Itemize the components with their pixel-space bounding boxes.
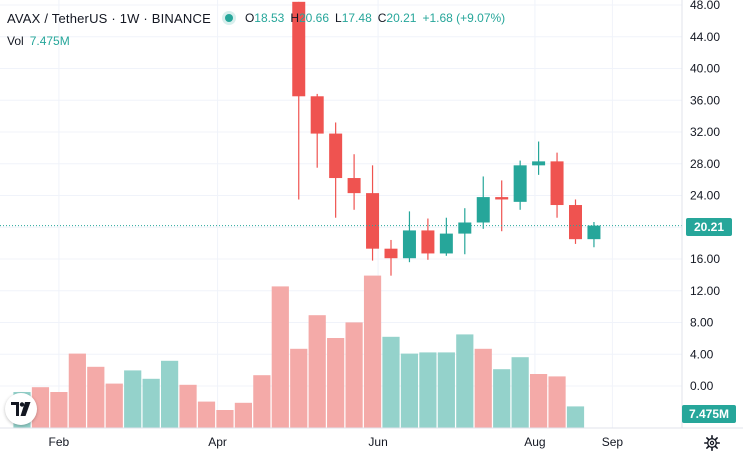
gear-icon[interactable] bbox=[703, 434, 721, 452]
legend-volume: Vol 7.475M bbox=[7, 34, 70, 48]
candle-body bbox=[292, 1, 306, 97]
time-tick-label: Apr bbox=[208, 435, 227, 449]
candle-body bbox=[402, 230, 416, 259]
last-price-tag: 20.21 bbox=[686, 218, 732, 236]
price-tick-label: 8.00 bbox=[690, 316, 714, 330]
time-tick-label: Jun bbox=[368, 435, 387, 449]
time-axis[interactable]: Feb Apr Jun Aug Sep bbox=[49, 435, 624, 449]
volume-bar bbox=[530, 374, 548, 428]
ohlc-high: H 20.66 bbox=[290, 11, 330, 25]
volume-bar bbox=[345, 322, 363, 428]
volume-bar bbox=[161, 360, 179, 428]
volume-bar bbox=[511, 357, 529, 428]
volume-bar bbox=[308, 315, 326, 428]
ohlc-low: L 17.48 bbox=[335, 11, 372, 25]
ohlc-change: +1.68 (+9.07%) bbox=[422, 11, 506, 25]
volume-bar bbox=[50, 392, 68, 428]
time-tick-label: Sep bbox=[602, 435, 624, 449]
candle-body bbox=[550, 161, 564, 206]
price-tick-label: 32.00 bbox=[690, 125, 720, 139]
candle-body bbox=[587, 225, 601, 240]
price-axis[interactable]: 48.0044.0040.0036.0032.0028.0024.0020.00… bbox=[690, 0, 720, 393]
price-candles bbox=[292, 1, 601, 276]
ohlc-open: O 18.53 bbox=[244, 11, 285, 25]
volume-bar bbox=[124, 370, 142, 428]
volume-bar bbox=[142, 378, 160, 428]
volume-bar bbox=[31, 387, 50, 428]
candle-body bbox=[458, 222, 472, 234]
candle-body bbox=[384, 248, 398, 259]
candle-body bbox=[513, 165, 527, 202]
candle-body bbox=[569, 205, 582, 240]
volume-bar bbox=[382, 336, 400, 428]
price-tick-label: 28.00 bbox=[690, 157, 720, 171]
volume-bar bbox=[363, 275, 382, 428]
volume-bar bbox=[68, 353, 86, 428]
volume-bar bbox=[105, 383, 123, 428]
price-tick-label: 44.00 bbox=[690, 30, 720, 44]
volume-bar bbox=[419, 352, 437, 428]
volume-bar bbox=[216, 410, 234, 428]
price-tick-label: 0.00 bbox=[690, 379, 714, 393]
price-tick-label: 12.00 bbox=[690, 284, 720, 298]
price-tick-label: 48.00 bbox=[690, 0, 720, 12]
volume-bar bbox=[87, 366, 105, 428]
volume-bar bbox=[179, 384, 197, 428]
price-tick-label: 40.00 bbox=[690, 62, 720, 76]
candle-body bbox=[366, 193, 380, 249]
candle-body bbox=[329, 133, 343, 179]
volume-bar bbox=[493, 369, 511, 428]
volume-value: 7.475M bbox=[29, 34, 70, 48]
volume-bar bbox=[234, 402, 252, 428]
volume-tag: 7.475M bbox=[682, 405, 736, 423]
price-tick-label: 24.00 bbox=[690, 189, 720, 203]
volume-bar bbox=[271, 286, 289, 428]
volume-bar bbox=[548, 376, 566, 428]
volume-bar bbox=[197, 401, 216, 428]
time-tick-label: Aug bbox=[524, 435, 545, 449]
gear-icon-svg bbox=[704, 435, 720, 451]
candle-body bbox=[347, 178, 361, 194]
time-tick-label: Feb bbox=[49, 435, 70, 449]
tradingview-logo-mark bbox=[11, 402, 31, 416]
volume-bar bbox=[327, 338, 345, 428]
market-open-dot bbox=[224, 14, 233, 22]
candle-body bbox=[532, 161, 546, 166]
candle-body bbox=[310, 96, 324, 134]
ohlc-values: O 18.53 H 20.66 L 17.48 C 20.21 +1.68 (+9.07… bbox=[245, 11, 505, 25]
volume-bar bbox=[290, 348, 308, 428]
price-tick-label: 16.00 bbox=[690, 252, 720, 266]
price-tick-label: 36.00 bbox=[690, 93, 720, 107]
volume-bar bbox=[400, 353, 419, 428]
volume-label: Vol bbox=[7, 34, 24, 48]
candle-body bbox=[439, 233, 453, 254]
candle-body bbox=[495, 197, 509, 200]
volume-bar bbox=[474, 348, 492, 428]
volume-bar bbox=[437, 352, 455, 428]
price-tick-label: 4.00 bbox=[690, 347, 714, 361]
volume-bar bbox=[566, 406, 585, 428]
volume-bar bbox=[456, 334, 474, 428]
candle-body bbox=[421, 230, 435, 254]
candle-body bbox=[476, 197, 490, 223]
tradingview-logo-icon[interactable] bbox=[5, 393, 37, 425]
volume-bar bbox=[253, 375, 271, 428]
ohlc-close: C 20.21 bbox=[377, 11, 417, 25]
volume-bars bbox=[13, 275, 585, 428]
symbol-title[interactable]: AVAX / TetherUS · 1W · BINANCE bbox=[7, 10, 211, 26]
